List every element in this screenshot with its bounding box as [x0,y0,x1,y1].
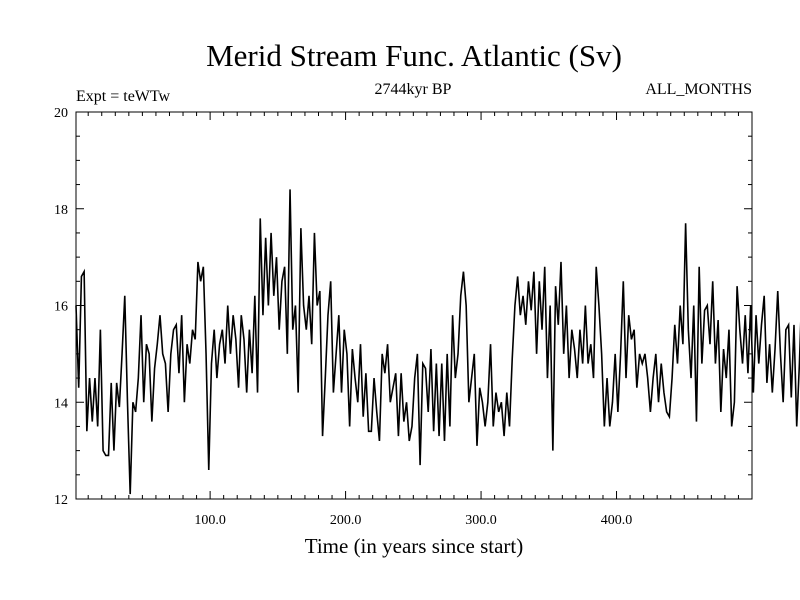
x-axis: 100.0 200.0 300.0 400.0 [87,112,739,528]
experiment-label: Expt = teWTw [76,88,171,105]
x-axis-label: Time (in years since start) [305,534,524,558]
y-tick-label: 16 [54,300,68,315]
series-group [75,189,800,495]
x-tick-label: 200.0 [330,513,362,528]
x-tick-label: 400.0 [601,513,633,528]
y-tick-label: 14 [54,396,68,411]
y-axis: 12 14 16 18 20 [54,106,752,508]
x-tick-label: 300.0 [465,513,497,528]
plot-frame [75,111,753,500]
months-label: ALL_MONTHS [645,81,752,98]
series-line [75,189,800,495]
y-tick-label: 20 [54,106,68,121]
y-tick-label: 18 [54,203,68,218]
y-tick-label: 12 [54,493,68,508]
period-label: 2744kyr BP [375,81,452,98]
x-tick-label: 100.0 [194,513,226,528]
chart-title: Merid Stream Func. Atlantic (Sv) [206,38,622,73]
